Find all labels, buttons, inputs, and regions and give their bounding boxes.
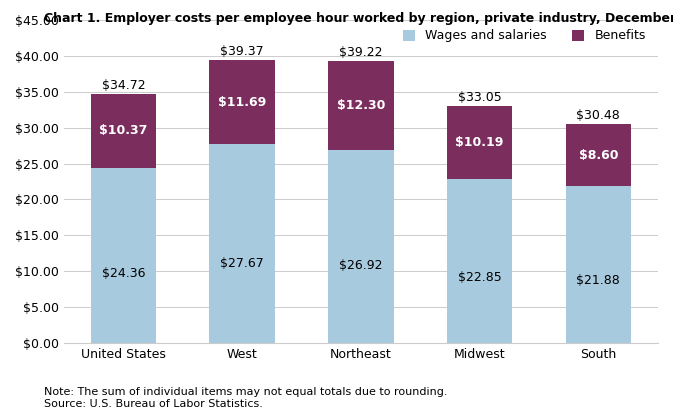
Text: Chart 1. Employer costs per employee hour worked by region, private industry, De: Chart 1. Employer costs per employee hou… [44,12,673,25]
Text: $12.30: $12.30 [336,99,385,112]
Text: $10.19: $10.19 [456,136,504,149]
Legend: Wages and salaries, Benefits: Wages and salaries, Benefits [403,29,646,43]
Text: $27.67: $27.67 [220,257,264,270]
Text: $8.60: $8.60 [579,149,618,161]
Text: Note: The sum of individual items may not equal totals due to rounding.
Source: : Note: The sum of individual items may no… [44,387,448,409]
Text: $39.22: $39.22 [339,46,383,59]
Bar [328,62,394,150]
Text: $30.48: $30.48 [577,109,621,122]
Bar [566,186,631,343]
Text: $22.85: $22.85 [458,271,501,284]
Text: $24.36: $24.36 [102,266,145,280]
Bar [328,150,394,343]
Bar [91,94,156,168]
Text: $39.37: $39.37 [220,45,264,58]
Bar [566,124,631,186]
Text: $26.92: $26.92 [339,259,383,272]
Bar [209,145,275,343]
Text: $11.69: $11.69 [218,96,267,109]
Text: $33.05: $33.05 [458,90,501,104]
Bar [447,106,512,179]
Text: $10.37: $10.37 [99,124,147,138]
Bar [91,168,156,343]
Text: $21.88: $21.88 [577,274,621,287]
Bar [209,60,275,145]
Bar [447,179,512,343]
Text: $34.72: $34.72 [102,78,145,92]
